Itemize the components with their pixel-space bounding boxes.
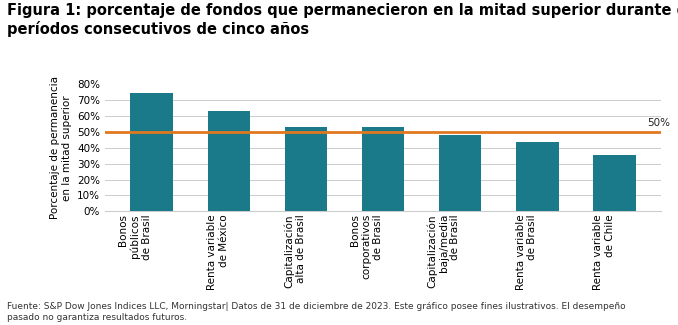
Bar bbox=[516, 142, 559, 211]
Bar bbox=[593, 155, 636, 211]
Text: Fuente: S&P Dow Jones Indices LLC, Morningstar| Datos de 31 de diciembre de 2023: Fuente: S&P Dow Jones Indices LLC, Morni… bbox=[7, 302, 625, 322]
Text: 50%: 50% bbox=[647, 118, 670, 128]
Bar bbox=[207, 111, 250, 211]
Y-axis label: Porcentaje de permanencia
en la mitad superior: Porcentaje de permanencia en la mitad su… bbox=[50, 76, 72, 219]
Bar bbox=[130, 93, 173, 211]
Bar bbox=[285, 127, 327, 211]
Bar bbox=[439, 135, 481, 211]
Bar bbox=[362, 127, 404, 211]
Text: Figura 1: porcentaje de fondos que permanecieron en la mitad superior durante do: Figura 1: porcentaje de fondos que perma… bbox=[7, 3, 678, 37]
